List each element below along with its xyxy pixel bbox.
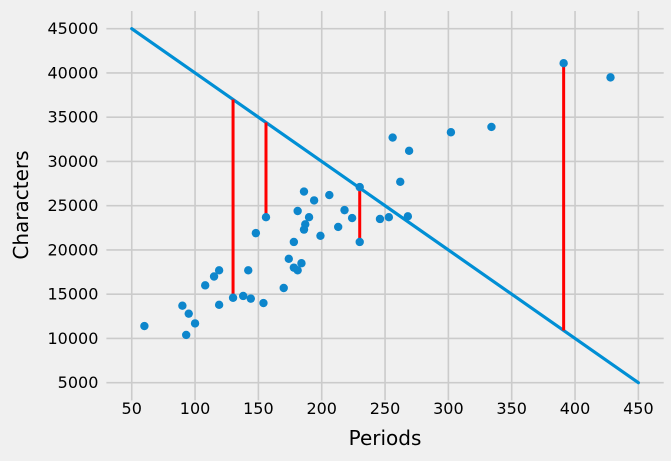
x-tick-label: 450	[623, 399, 654, 418]
scatter-point	[304, 213, 314, 222]
scatter-point	[184, 309, 193, 318]
scatter-point	[284, 254, 293, 263]
scatter-point	[559, 59, 568, 68]
scatter-point	[297, 259, 306, 268]
y-tick-label: 40000	[47, 63, 98, 82]
scatter-point	[316, 231, 325, 240]
scatter-point	[309, 196, 319, 205]
scatter-point	[384, 213, 394, 222]
scatter-point	[293, 206, 302, 216]
x-tick-label: 150	[243, 399, 274, 418]
y-tick-label: 20000	[47, 240, 98, 259]
y-tick-label: 10000	[47, 329, 98, 348]
scatter-point	[388, 133, 397, 142]
x-axis-label: Periods	[348, 426, 422, 450]
scatter-point	[606, 73, 615, 82]
scatter-point	[178, 301, 187, 310]
scatter-point	[355, 237, 364, 247]
scatter-point	[446, 128, 456, 137]
scatter-point	[375, 214, 385, 224]
scatter-point	[487, 122, 496, 132]
x-tick-label: 300	[433, 399, 464, 418]
scatter-point	[251, 228, 261, 238]
x-tick-label: 400	[560, 399, 591, 418]
x-tick-label: 100	[180, 399, 211, 418]
scatter-point	[293, 266, 302, 275]
y-tick-label: 30000	[47, 152, 98, 171]
scatter-point	[340, 205, 349, 215]
scatter-point	[140, 321, 149, 331]
scatter-point	[404, 146, 414, 156]
scatter-point	[190, 319, 200, 328]
scatter-point	[333, 222, 343, 232]
scatter-point	[259, 298, 268, 308]
scatter-point	[403, 212, 413, 221]
scatter-point	[261, 213, 271, 222]
fit-line	[130, 27, 640, 385]
y-tick-label: 5000	[58, 373, 99, 392]
x-tick-label: 250	[370, 399, 401, 418]
scatter-point	[214, 300, 224, 310]
scatter-point	[299, 187, 309, 196]
scatter-point	[244, 266, 253, 275]
scatter-point	[209, 272, 219, 281]
scatter-point	[238, 291, 248, 301]
scatter-point	[289, 237, 299, 247]
scatter-point	[200, 281, 210, 290]
y-tick-label: 25000	[47, 196, 98, 215]
y-axis-label: Characters	[9, 150, 33, 260]
scatter-point	[325, 190, 334, 200]
scatter-point	[396, 177, 405, 187]
x-tick-label: 200	[306, 399, 337, 418]
y-tick-label: 15000	[47, 285, 98, 304]
scatter-point	[181, 330, 191, 340]
y-tick-label: 35000	[47, 108, 98, 127]
scatter-point	[347, 213, 357, 223]
scatter-point	[228, 293, 238, 302]
scatter-point	[301, 220, 310, 229]
x-tick-label: 50	[122, 399, 142, 418]
y-tick-label: 45000	[47, 19, 98, 38]
scatter-point	[355, 182, 364, 192]
scatter-point	[279, 283, 288, 293]
x-tick-label: 350	[496, 399, 527, 418]
scatter-point	[246, 294, 255, 303]
scatter-point	[214, 266, 224, 275]
